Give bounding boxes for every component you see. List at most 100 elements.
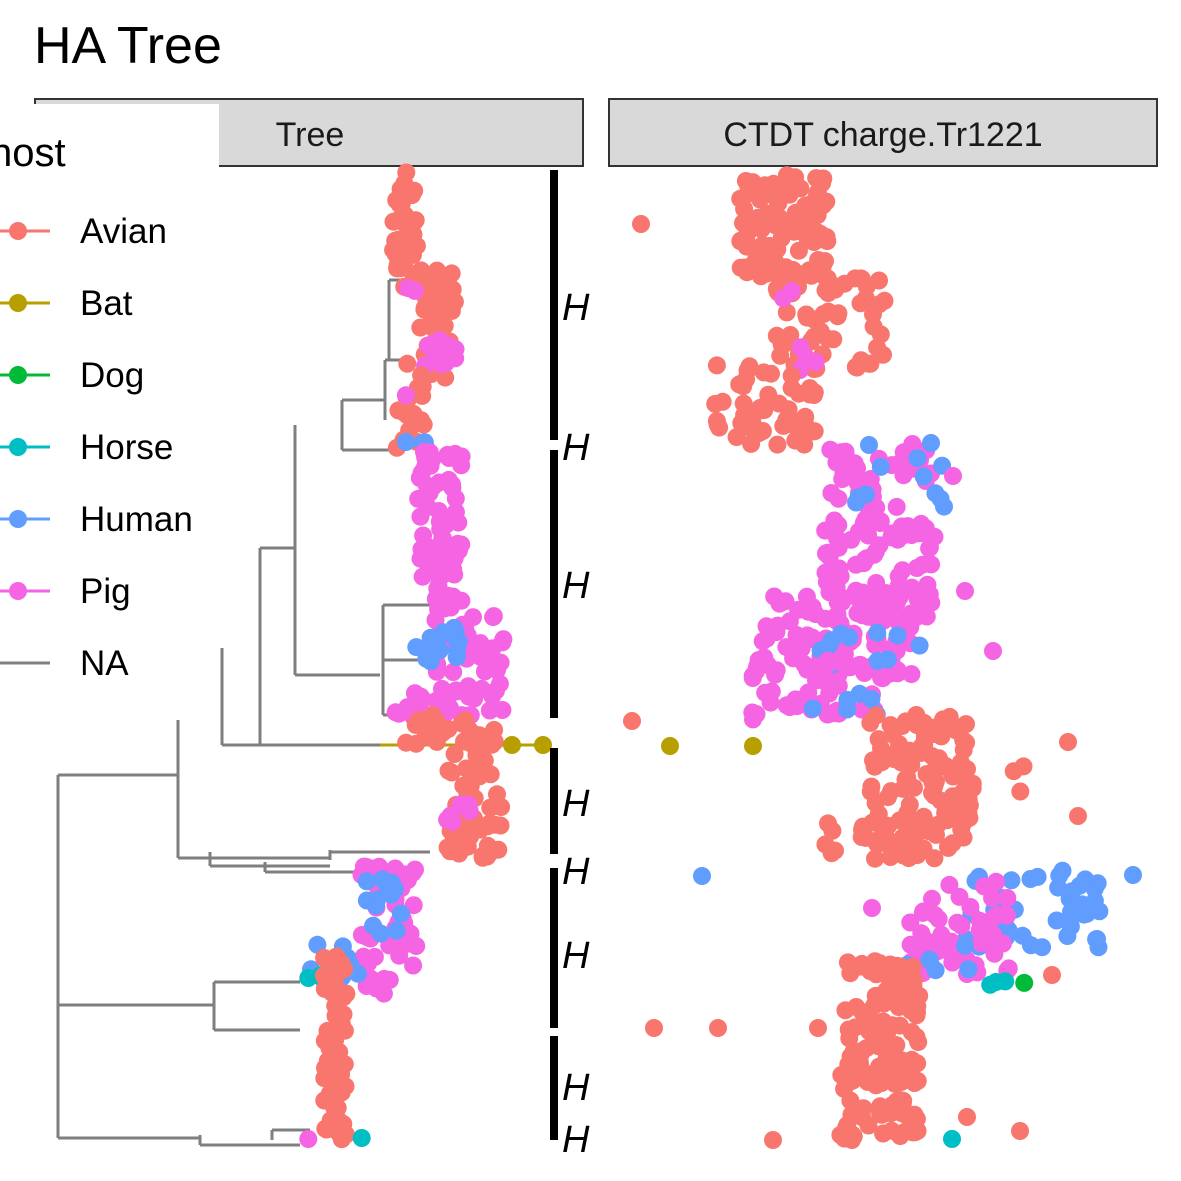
tree-tip-point (411, 318, 430, 337)
ctdt-point (816, 521, 835, 540)
ctdt-point (834, 1066, 853, 1085)
ctdt-point (820, 548, 839, 567)
ctdt-point (903, 435, 922, 453)
tree-tip-point (404, 404, 423, 423)
ctdt-point (899, 849, 918, 868)
ctdt-point (868, 652, 887, 670)
tree-tip-point (445, 745, 464, 763)
clade-label: H (562, 851, 590, 893)
tree-tip-point (464, 736, 483, 755)
tree-tip-point (336, 984, 355, 1003)
ctdt-point (797, 305, 816, 324)
tree-tip-point (427, 542, 446, 561)
ctdt-point (890, 588, 909, 606)
tree-tip-point (364, 916, 383, 935)
ctdt-point (743, 703, 762, 722)
ctdt-point (987, 973, 1005, 991)
ctdt-point (931, 489, 950, 508)
tree-tip-point (324, 1091, 343, 1110)
ctdt-point (777, 696, 796, 715)
ctdt-point (956, 582, 974, 600)
ctdt-point (857, 485, 875, 504)
ctdt-point (836, 1001, 855, 1020)
ctdt-point (875, 592, 894, 611)
ctdt-point (910, 524, 929, 543)
ctdt-point (822, 631, 841, 650)
ctdt-point (748, 657, 767, 676)
ctdt-point (1011, 782, 1030, 801)
ctdt-point (661, 737, 679, 755)
ctdt-point (850, 1053, 869, 1072)
phylogenetic-tree (56, 278, 545, 1147)
ctdt-point (866, 794, 885, 813)
legend-item-dog: Dog (0, 356, 144, 395)
ctdt-point (1043, 966, 1061, 984)
ctdt-point (906, 1123, 925, 1142)
ctdt-point (890, 811, 909, 830)
ctdt-point (806, 353, 825, 371)
legend-item-avian: Avian (0, 212, 167, 251)
tree-tip-point (439, 720, 458, 738)
tree-tip-point (426, 344, 445, 363)
tree-tip-point (417, 649, 436, 668)
legend-title: host (0, 131, 66, 175)
tree-tip-point (315, 1031, 334, 1050)
ctdt-point (845, 587, 863, 605)
ctdt-point (848, 358, 866, 377)
legend-label: Dog (80, 356, 144, 395)
ctdt-point (789, 600, 808, 619)
ctdt-point (840, 1029, 859, 1048)
tree-tip-point (299, 1130, 318, 1148)
ctdt-point (780, 185, 799, 204)
tree-tip-point (327, 1048, 346, 1067)
ctdt-point (890, 735, 908, 754)
ctdt-point (998, 889, 1017, 907)
legend-key-point (9, 438, 27, 456)
tree-tip-point (428, 579, 447, 598)
tree-tip-point (493, 701, 512, 719)
tree-tip-point (461, 827, 480, 846)
tree-tip-point (418, 498, 437, 516)
tree-tip-point (407, 734, 426, 753)
ctdt-point (943, 1130, 961, 1148)
ctdt-point (766, 253, 785, 272)
tree-tip-point (456, 711, 475, 730)
ctdt-point (887, 497, 906, 516)
ctdt-point (831, 567, 850, 586)
ctdt-point (709, 1019, 727, 1037)
tree-tip-point (446, 621, 465, 640)
tree-tip-point (436, 270, 455, 289)
tree-tip-point (396, 214, 415, 233)
ctdt-point (742, 434, 761, 453)
ctdt-point (902, 1023, 921, 1042)
ctdt-point (940, 707, 959, 726)
ctdt-point (743, 413, 762, 431)
ctdt-point (922, 434, 940, 452)
tree-tip-point (404, 956, 423, 975)
ctdt-point (971, 934, 990, 953)
ctdt-point (857, 549, 876, 568)
tree-tip-point (326, 1006, 345, 1025)
tree-tip-point (357, 872, 376, 891)
ctdt-point (849, 522, 868, 541)
ctdt-point (754, 184, 773, 203)
ctdt-point (777, 303, 796, 322)
ctdt-point (912, 743, 931, 762)
tree-tip-point (448, 641, 466, 660)
ctdt-point (841, 1091, 860, 1110)
tree-tip-point (452, 591, 471, 610)
ctdt-point (734, 214, 752, 232)
clade-bar (550, 748, 558, 854)
ctdt-point (871, 457, 890, 476)
ctdt-point (865, 757, 884, 776)
legend-label: Human (80, 500, 193, 539)
ctdt-point (762, 682, 781, 701)
ctdt-point (762, 364, 780, 383)
tree-tip-point (421, 456, 440, 475)
ctdt-point (1124, 866, 1142, 884)
facet-label-ctdt: CTDT charge.Tr1221 (723, 116, 1042, 154)
tree-tip-point (434, 529, 452, 548)
tree-tip-point (477, 645, 496, 664)
tree-tip-point (494, 630, 513, 649)
tree-tip-point (427, 691, 446, 710)
